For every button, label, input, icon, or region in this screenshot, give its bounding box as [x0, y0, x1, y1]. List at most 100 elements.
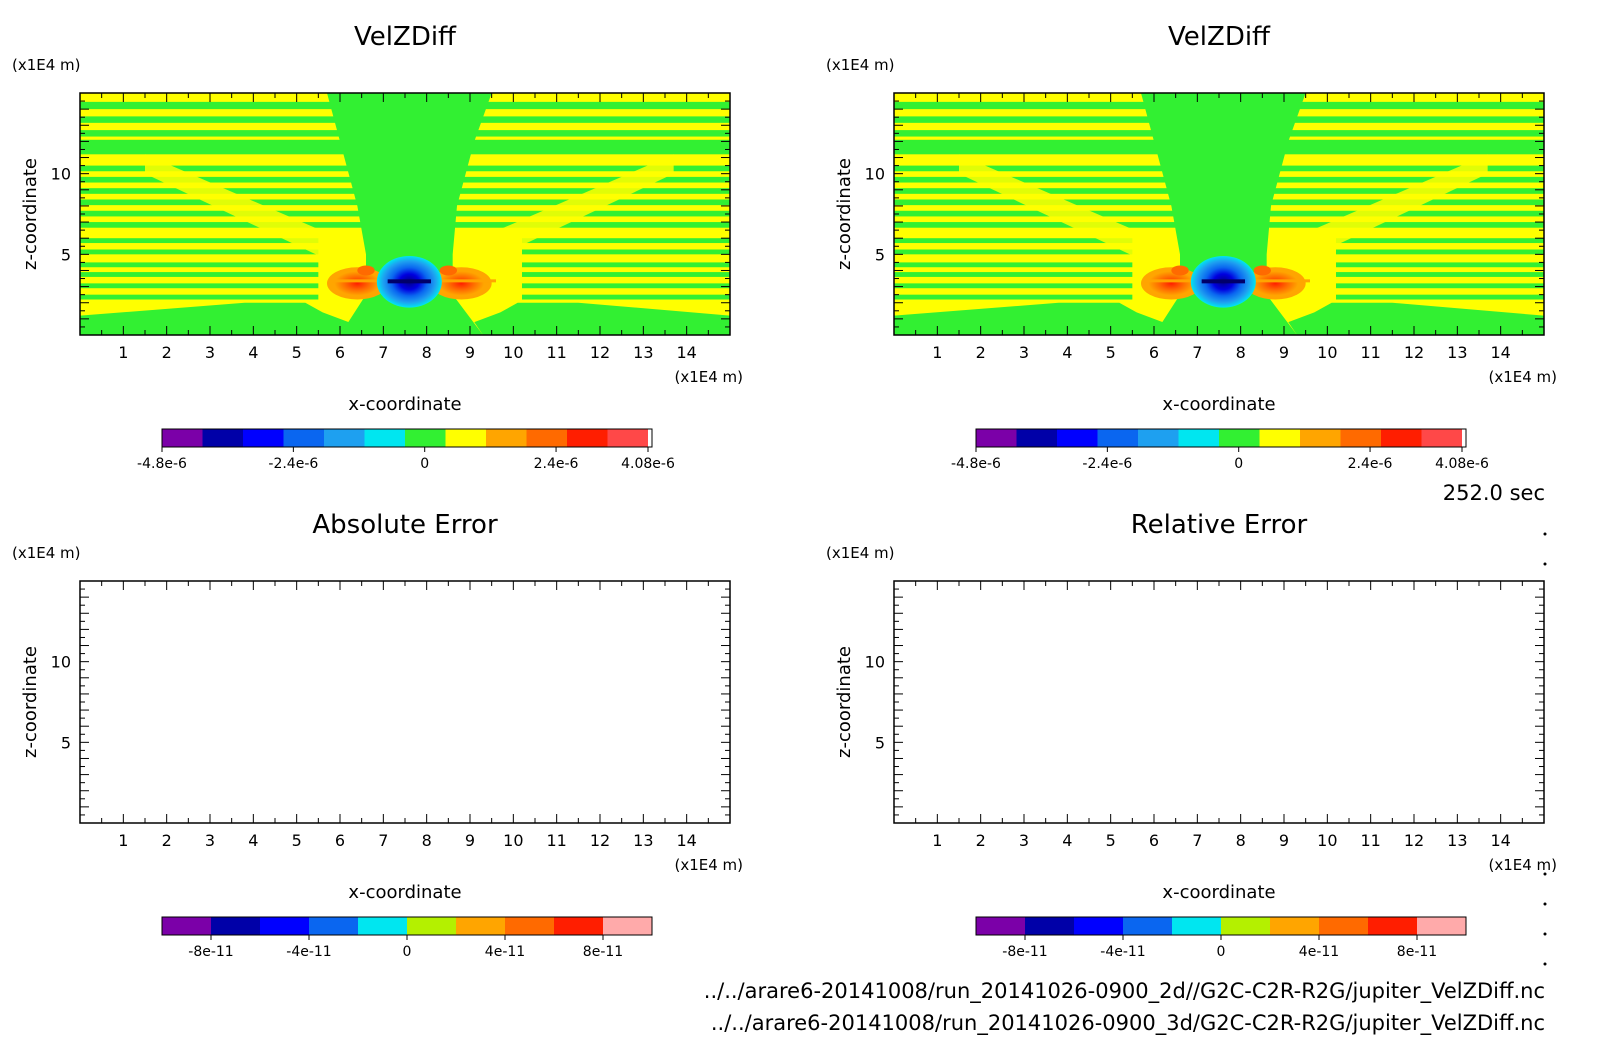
- x-tick-label: 6: [335, 831, 345, 850]
- x-tick-label: 3: [205, 343, 215, 362]
- x-axis-unit: (x1E4 m): [1488, 856, 1557, 874]
- colorbar-swatch: [1368, 917, 1417, 935]
- colorbar-swatch: [309, 917, 358, 935]
- colorbar-tick-label: 2.4e-6: [534, 456, 579, 472]
- x-tick-label: 5: [1106, 343, 1116, 362]
- x-tick-label: 13: [633, 831, 653, 850]
- colorbar-tick-label: 0: [420, 456, 429, 472]
- colorbar-swatch: [1462, 429, 1466, 447]
- x-tick-label: 2: [162, 343, 172, 362]
- contour-band: [80, 294, 319, 300]
- colorbar-swatch: [1417, 917, 1466, 935]
- x-tick-label: 1: [118, 343, 128, 362]
- colorbar-swatch: [1300, 429, 1341, 447]
- colorbar-swatch: [505, 917, 554, 935]
- chart-title: Relative Error: [1131, 510, 1308, 540]
- y-axis-unit: (x1E4 m): [826, 56, 895, 74]
- x-tick-label: 11: [546, 831, 566, 850]
- contour-wing: [959, 154, 1176, 258]
- colorbar-swatch: [526, 429, 567, 447]
- colorbar-swatch: [324, 429, 365, 447]
- x-tick-label: 4: [1062, 831, 1072, 850]
- colorbar-tick-label: 4.08e-6: [1435, 456, 1489, 472]
- colorbar-tick-label: 0: [403, 944, 412, 960]
- contour-band: [80, 249, 319, 255]
- x-axis-label: x-coordinate: [348, 394, 461, 415]
- colorbar-swatch: [1270, 917, 1319, 935]
- x-tick-label: 6: [1149, 831, 1159, 850]
- x-tick-label: 1: [118, 831, 128, 850]
- chart-panel-4: Relative Error(x1E4 m)1 2 3 4 5 6 7 8 9 10 11 12 13 1…: [826, 510, 1557, 960]
- colorbar-swatch: [1057, 429, 1098, 447]
- x-axis-unit: (x1E4 m): [674, 368, 743, 386]
- colorbar-swatch: [1138, 429, 1179, 447]
- colorbar-swatch: [1221, 917, 1270, 935]
- colorbar-swatch: [1097, 429, 1138, 447]
- contour-shoulder: [894, 302, 1163, 335]
- y-tick-label: 5: [875, 245, 885, 264]
- x-axis-label: x-coordinate: [1162, 882, 1275, 903]
- colorbar: -4.8e-6 -2.4e-6 0 2.4e-6 4.08e-6: [137, 428, 675, 472]
- x-tick-label: 9: [465, 831, 475, 850]
- colorbar-swatch: [1219, 429, 1260, 447]
- y-tick-label: 5: [61, 733, 71, 752]
- x-tick-label: 12: [1404, 831, 1424, 850]
- edge-dot: [1543, 562, 1547, 566]
- colorbar-swatch: [1123, 917, 1172, 935]
- colorbar-frame: [975, 428, 1467, 448]
- y-axis-label: z-coordinate: [834, 646, 855, 758]
- x-tick-label: 11: [1360, 343, 1380, 362]
- colorbar-swatch: [1025, 917, 1074, 935]
- x-tick-label: 12: [590, 343, 610, 362]
- chart-panel-2: VelZDiff(x1E4 m)1 2 3 4 5 6 7 8 9 10 11 12 13 14510(x…: [826, 22, 1557, 472]
- x-tick-label: 10: [1317, 343, 1337, 362]
- x-tick-label: 9: [465, 343, 475, 362]
- contour-positive-blob: [439, 265, 458, 276]
- contour-positive-blob: [1171, 265, 1189, 276]
- contour-band: [522, 249, 730, 255]
- colorbar-tick-label: -4.8e-6: [951, 456, 1001, 472]
- chart-title: Absolute Error: [312, 510, 498, 540]
- contour-band: [894, 283, 1133, 289]
- chart-panel-3: Absolute Error(x1E4 m)1 2 3 4 5 6 7 8 9 10 11 12 13 1…: [12, 510, 743, 960]
- contour-band: [894, 272, 1133, 277]
- contour-shoulder: [80, 302, 349, 335]
- contour-band: [1336, 249, 1544, 255]
- x-tick-label: 13: [633, 343, 653, 362]
- colorbar-swatch: [162, 917, 211, 935]
- edge-dot: [1543, 872, 1547, 876]
- x-tick-label: 9: [1279, 343, 1289, 362]
- x-tick-label: 9: [1279, 831, 1289, 850]
- contour-wing: [1271, 154, 1488, 258]
- y-axis-unit: (x1E4 m): [12, 544, 81, 562]
- colorbar-swatch: [283, 429, 324, 447]
- colorbar-tick-label: -4.8e-6: [137, 456, 187, 472]
- colorbar-swatch: [1178, 429, 1219, 447]
- x-tick-label: 5: [292, 343, 302, 362]
- colorbar-tick-label: -4e-11: [286, 944, 331, 960]
- x-tick-label: 7: [1192, 343, 1202, 362]
- contour-wing: [145, 154, 362, 258]
- colorbar-swatch: [405, 429, 446, 447]
- x-tick-label: 7: [1192, 831, 1202, 850]
- x-axis-unit: (x1E4 m): [674, 856, 743, 874]
- colorbar-tick-label: 4e-11: [485, 944, 525, 960]
- contour-band: [894, 294, 1133, 300]
- colorbar-swatch: [202, 429, 243, 447]
- plot-frame: [893, 580, 1545, 824]
- footer-path-2d: ../../arare6-20141008/run_20141026-0900_…: [704, 979, 1545, 1004]
- contour-negative-core: [1201, 279, 1245, 284]
- contour-band: [80, 272, 319, 277]
- x-tick-label: 5: [292, 831, 302, 850]
- contour-positive-blob: [327, 267, 388, 300]
- x-tick-label: 14: [1490, 343, 1510, 362]
- x-tick-label: 3: [1019, 831, 1029, 850]
- chart-title: VelZDiff: [1168, 22, 1271, 52]
- colorbar: -8e-11 -4e-11 0 4e-11 8e-11: [161, 916, 653, 960]
- x-tick-label: 4: [248, 831, 258, 850]
- y-axis-label: z-coordinate: [20, 158, 41, 270]
- x-tick-label: 10: [1317, 831, 1337, 850]
- colorbar-swatch: [358, 917, 407, 935]
- colorbar-swatch: [1074, 917, 1123, 935]
